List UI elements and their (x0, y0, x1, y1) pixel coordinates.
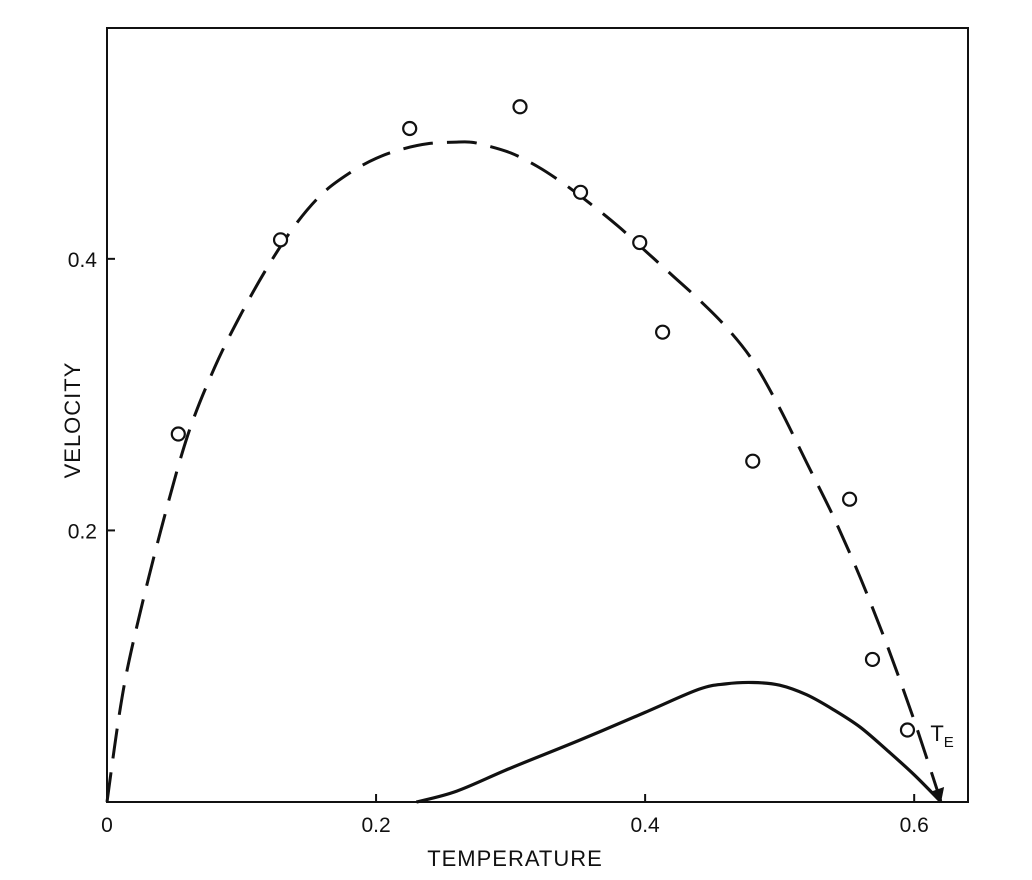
annotation-layer: TE (930, 721, 953, 751)
data-point (899, 722, 916, 738)
series-layer (105, 99, 945, 804)
dashed-curve (105, 140, 943, 803)
data-point (272, 232, 289, 248)
x-tick-label: 0.4 (631, 814, 661, 837)
x-tick-label: 0.2 (361, 814, 390, 837)
te-annotation: TE (930, 721, 953, 751)
data-point (842, 491, 858, 507)
y-axis-ticks: 0.2 0.4 (68, 249, 115, 543)
data-point (572, 184, 589, 200)
x-tick-label: 0 (101, 814, 113, 837)
data-point (632, 234, 648, 251)
x-tick-label: 0.6 (900, 814, 929, 837)
data-point (170, 426, 186, 442)
y-axis-label: VELOCITY (60, 362, 85, 479)
x-axis-ticks: 0 0.2 0.4 0.6 (101, 794, 929, 837)
data-point (745, 453, 761, 469)
solid-curve (415, 680, 943, 804)
data-point (402, 120, 418, 137)
data-point (512, 99, 528, 115)
plot-border (106, 27, 969, 803)
plot-frame (106, 27, 969, 803)
data-point (864, 651, 881, 668)
arrow-head (930, 787, 945, 802)
y-tick-label: 0.4 (68, 249, 98, 272)
data-point (655, 324, 671, 340)
y-tick-label: 0.2 (68, 520, 97, 543)
x-axis-label: TEMPERATURE (427, 846, 603, 871)
